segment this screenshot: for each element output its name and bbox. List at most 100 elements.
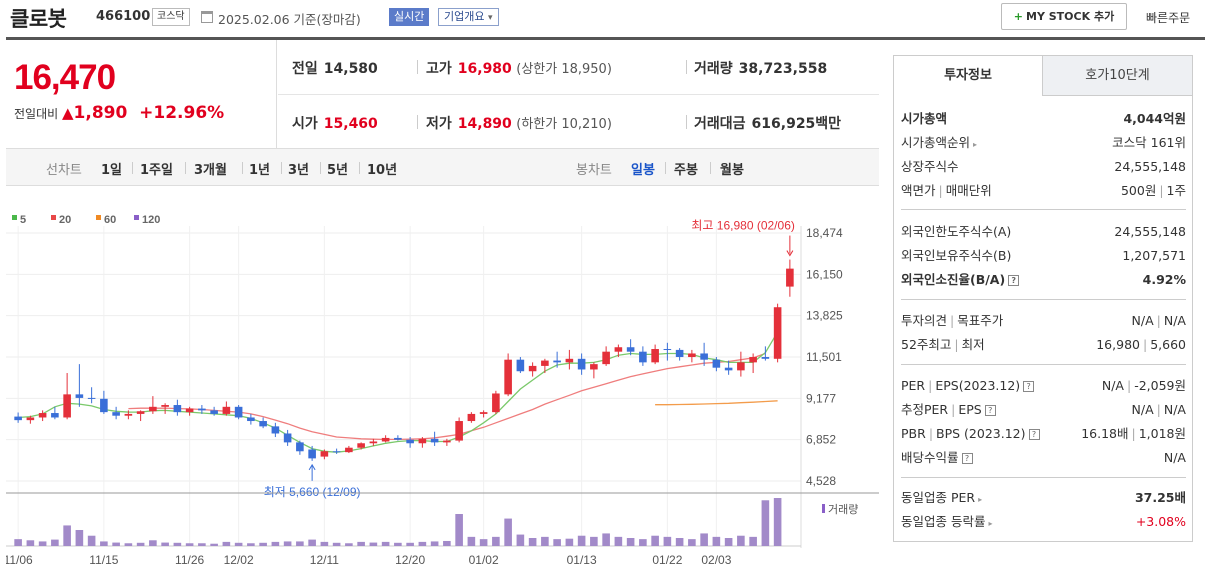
foreign-limit-value: 24,555,148 <box>1114 224 1186 239</box>
volume-bar <box>112 542 120 546</box>
calendar-icon <box>201 11 213 23</box>
x-tick-label: 11/06 <box>6 553 33 567</box>
quick-order-button[interactable]: 빠른주문 <box>1146 11 1191 25</box>
legend-swatch <box>134 215 139 220</box>
cap-rank-value: 코스닥 161위 <box>1112 135 1186 150</box>
cap-rank-link[interactable]: 시가총액순위 ▸ <box>901 132 977 156</box>
candle-body <box>381 437 390 442</box>
per-label: PER <box>901 378 926 393</box>
tab-5y[interactable]: 5년 <box>327 163 349 178</box>
corp-info-dropdown[interactable]: 기업개요 ▾ <box>438 8 499 26</box>
candle-body <box>87 397 96 399</box>
candle-body <box>210 410 218 414</box>
quote-row-2: 시가 15,460 저가 14,890 (하한가 10,210) 거래대금 616,9… <box>278 94 879 148</box>
current-price: 16,470 <box>14 58 116 97</box>
target-value: N/A <box>1163 313 1186 328</box>
est-per-value-group: N/A | N/A <box>1131 402 1186 417</box>
foreign-limit-label: 외국인한도주식수(A) <box>901 224 1012 239</box>
candle-body <box>761 357 770 359</box>
industry-per-label: 동일업종 PER <box>901 490 976 505</box>
candlestick-chart[interactable]: 18,474 16,150 13,825 11,501 9,177 6,852 4,528 5… <box>6 186 879 571</box>
volume-bar <box>198 543 206 546</box>
candle-body <box>247 417 255 422</box>
candle-body <box>161 405 169 407</box>
trade-value-unit: 백만 <box>815 116 842 132</box>
volume-bar <box>590 536 598 546</box>
tab-monthly[interactable]: 월봉 <box>720 163 744 178</box>
help-icon[interactable]: ? <box>1008 275 1020 286</box>
divider <box>686 115 687 129</box>
price-chart[interactable]: 18,474 16,150 13,825 11,501 9,177 6,852 4,528 5… <box>6 186 879 571</box>
industry-per-link[interactable]: 동일업종 PER ▸ <box>901 487 982 511</box>
add-mystock-button[interactable]: + MY STOCK 추가 <box>1001 3 1127 30</box>
market-cap-label: 시가총액 <box>901 111 948 126</box>
tab-1y[interactable]: 1년 <box>249 163 271 178</box>
candle-body <box>136 411 145 414</box>
opinion-value: N/A <box>1131 313 1154 328</box>
price-change: 전일대비 ▲1,890 +12.96% <box>14 103 224 123</box>
volume-bar <box>467 536 476 546</box>
volume-bar <box>688 539 696 546</box>
volume-bar <box>443 540 451 546</box>
dividend-row: 배당수익률? N/A <box>901 447 1186 469</box>
volume-bar <box>724 538 733 546</box>
candle-body <box>369 441 378 444</box>
volume-bar <box>381 541 390 546</box>
tab-10y[interactable]: 10년 <box>367 163 398 178</box>
help-icon[interactable]: ? <box>1023 381 1035 392</box>
volume-bar <box>406 542 414 546</box>
volume-bar <box>737 535 745 546</box>
tab-3y[interactable]: 3년 <box>288 163 310 178</box>
help-icon[interactable]: ? <box>1028 429 1040 440</box>
candle-body <box>786 268 794 287</box>
help-icon[interactable]: ? <box>984 405 996 416</box>
volume-bar <box>75 530 84 546</box>
candle-body <box>590 364 598 370</box>
y-tick-label: 13,825 <box>806 309 843 323</box>
realtime-button[interactable]: 실시간 <box>389 8 430 26</box>
pbr-value: 16.18배 <box>1081 426 1129 441</box>
candle-body <box>492 393 500 413</box>
tab-1w[interactable]: 1주일 <box>140 163 173 178</box>
tab-1d[interactable]: 1일 <box>101 163 123 178</box>
volume-bar <box>222 541 231 546</box>
par-row: 액면가 | 매매단위 500원 | 1주 <box>901 180 1186 202</box>
pbr-label: PBR <box>901 426 926 441</box>
y-tick-label: 6,852 <box>806 433 836 447</box>
est-per-label: 추정PER <box>901 402 949 417</box>
legend-label: 60 <box>104 214 116 226</box>
volume-bar <box>283 541 292 546</box>
tab-orderbook[interactable]: 호가10단계 <box>1043 56 1192 96</box>
open-label: 시가 <box>292 116 318 132</box>
per-label-group: PER | EPS(2023.12)? <box>901 375 1035 397</box>
tab-daily[interactable]: 일봉 <box>631 163 655 178</box>
volume-bar <box>259 542 267 546</box>
volume-bar <box>565 538 574 546</box>
legend-swatch <box>12 215 17 220</box>
tab-weekly[interactable]: 주봉 <box>674 163 698 178</box>
bps-value: 1,018원 <box>1138 426 1186 441</box>
tab-3m[interactable]: 3개월 <box>194 163 227 178</box>
candle-body <box>565 358 574 363</box>
candle-body <box>38 413 47 418</box>
divider <box>281 162 282 174</box>
volume-legend-label: 거래량 <box>828 503 858 516</box>
tab-invest-info[interactable]: 투자정보 <box>894 56 1043 96</box>
est-eps-label: EPS <box>958 402 982 417</box>
volume-bar <box>700 533 708 546</box>
candle-body <box>430 438 439 443</box>
volume-bar <box>651 535 659 546</box>
candle-body <box>700 353 708 360</box>
volume-bar <box>369 542 378 546</box>
line-chart-label: 선차트 <box>46 163 82 178</box>
industry-per-row: 동일업종 PER ▸ 37.25배 <box>901 487 1186 509</box>
industry-change-link[interactable]: 동일업종 등락률 ▸ <box>901 511 993 535</box>
volume-bar <box>296 541 304 546</box>
volume-bar <box>332 542 341 546</box>
change-value: 1,890 <box>73 103 128 123</box>
w52-low-value: 5,660 <box>1150 337 1186 352</box>
help-icon[interactable]: ? <box>961 453 973 464</box>
open-cell: 시가 15,460 <box>292 113 378 133</box>
candle-body <box>234 406 243 418</box>
volume-bar <box>528 538 537 546</box>
